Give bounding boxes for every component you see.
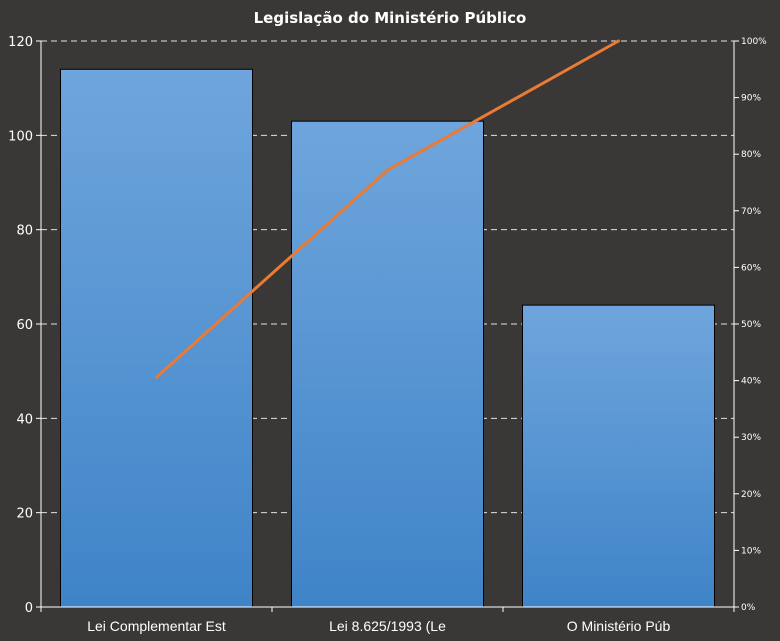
x-tick-label: O Ministério Púb [567,618,671,634]
x-tick-label: Lei Complementar Est [87,618,226,634]
y-tick-label: 60 [16,318,33,333]
bar-series [60,68,715,608]
bar [522,304,715,608]
y2-tick-label: 70% [741,207,761,217]
line-point [155,375,158,379]
cumulative-line-series [155,39,620,379]
bar [291,120,484,608]
y-tick-label: 20 [16,507,33,522]
y2-tick-label: 80% [741,150,761,160]
y-tick-label: 80 [16,224,33,239]
y-tick-label: 100 [8,129,33,144]
y2-tick-label: 40% [741,377,761,387]
y2-tick-label: 60% [741,263,761,273]
line-point [386,168,389,172]
y2-tick-label: 0% [741,603,756,613]
y2-tick-label: 50% [741,320,761,330]
y2-tick-label: 10% [741,546,761,556]
chart-title: Legislação do Ministério Público [254,9,527,27]
y-tick-label: 0 [25,601,33,616]
y2-tick-label: 20% [741,490,761,500]
y2-tick-label: 90% [741,94,761,104]
y-tick-label: 40 [16,412,33,427]
axes [36,40,739,612]
line-point [617,39,620,43]
axis-labels: 0 20 40 60 80 100 120 0% 10% 20% 30% 40% 50% 60% 70% 80… [8,35,767,634]
y2-tick-label: 100% [741,37,767,47]
y-tick-label: 120 [8,35,33,50]
bar [60,68,253,608]
y2-tick-label: 30% [741,433,761,443]
x-tick-label: Lei 8.625/1993 (Le [329,618,446,634]
